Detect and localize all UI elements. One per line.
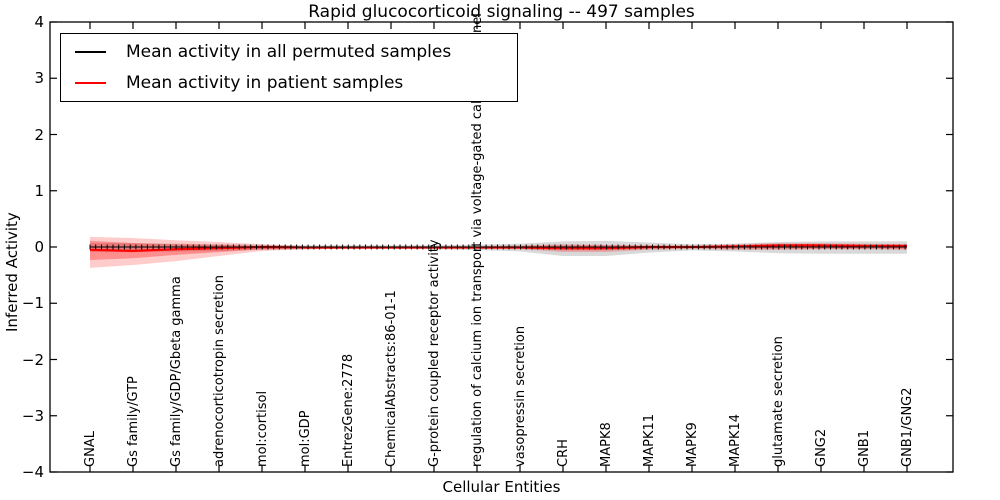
legend-label: Mean activity in all permuted samples	[126, 42, 452, 62]
x-tick-label: glutamate secretion	[771, 336, 786, 467]
x-tick-label: ChemicalAbstracts:86-01-1	[384, 290, 399, 467]
x-tick-label: GNB1/GNG2	[900, 387, 915, 467]
y-tick-label: −4	[21, 463, 44, 481]
x-tick-label: EntrezGene:2778	[341, 353, 356, 467]
y-tick-label: −1	[21, 294, 44, 313]
legend-line-sample	[75, 82, 106, 84]
x-tick-label: MAPK9	[685, 422, 700, 467]
x-tick-label: MAPK14	[728, 413, 743, 467]
x-tick-label: vasopressin secretion	[513, 325, 528, 467]
y-tick-label: 2	[34, 125, 44, 144]
x-tick-label: Gs family/GTP	[126, 376, 141, 467]
y-tick-label: 3	[34, 69, 44, 88]
x-tick-label: GNB1	[857, 430, 872, 467]
chart-title: Rapid glucocorticoid signaling -- 497 sa…	[308, 2, 695, 22]
x-tick-label: MAPK8	[599, 422, 614, 467]
legend-item: Mean activity in all permuted samples	[61, 37, 517, 68]
y-tick-label: 0	[34, 238, 44, 256]
legend-label: Mean activity in patient samples	[126, 73, 404, 93]
legend-box: Mean activity in all permuted samples Mea…	[60, 33, 518, 102]
y-tick-label: −3	[21, 406, 44, 425]
x-tick-label: GNAL	[83, 431, 98, 467]
x-tick-label: Gs family/GDP/Gbeta gamma	[169, 276, 184, 467]
y-tick-label: 4	[34, 13, 44, 31]
y-axis-label: Inferred Activity	[3, 212, 21, 332]
x-tick-label: MAPK11	[642, 413, 657, 467]
y-tick-label: 1	[34, 181, 44, 200]
x-tick-label: mol:GDP	[298, 410, 313, 467]
y-tick-label: −2	[21, 350, 44, 369]
x-tick-label: GNG2	[814, 428, 829, 467]
patient-mean-line	[89, 244, 907, 253]
legend-item: Mean activity in patient samples	[61, 68, 517, 99]
x-tick-label: adrenocorticotropin secretion	[212, 275, 227, 467]
x-tick-label: G-protein coupled receptor activity	[427, 239, 442, 467]
x-tick-label: mol:cortisol	[255, 390, 270, 467]
x-tick-label: CRH	[556, 439, 571, 467]
legend-line-sample	[75, 51, 106, 53]
x-axis-label: Cellular Entities	[442, 478, 561, 496]
